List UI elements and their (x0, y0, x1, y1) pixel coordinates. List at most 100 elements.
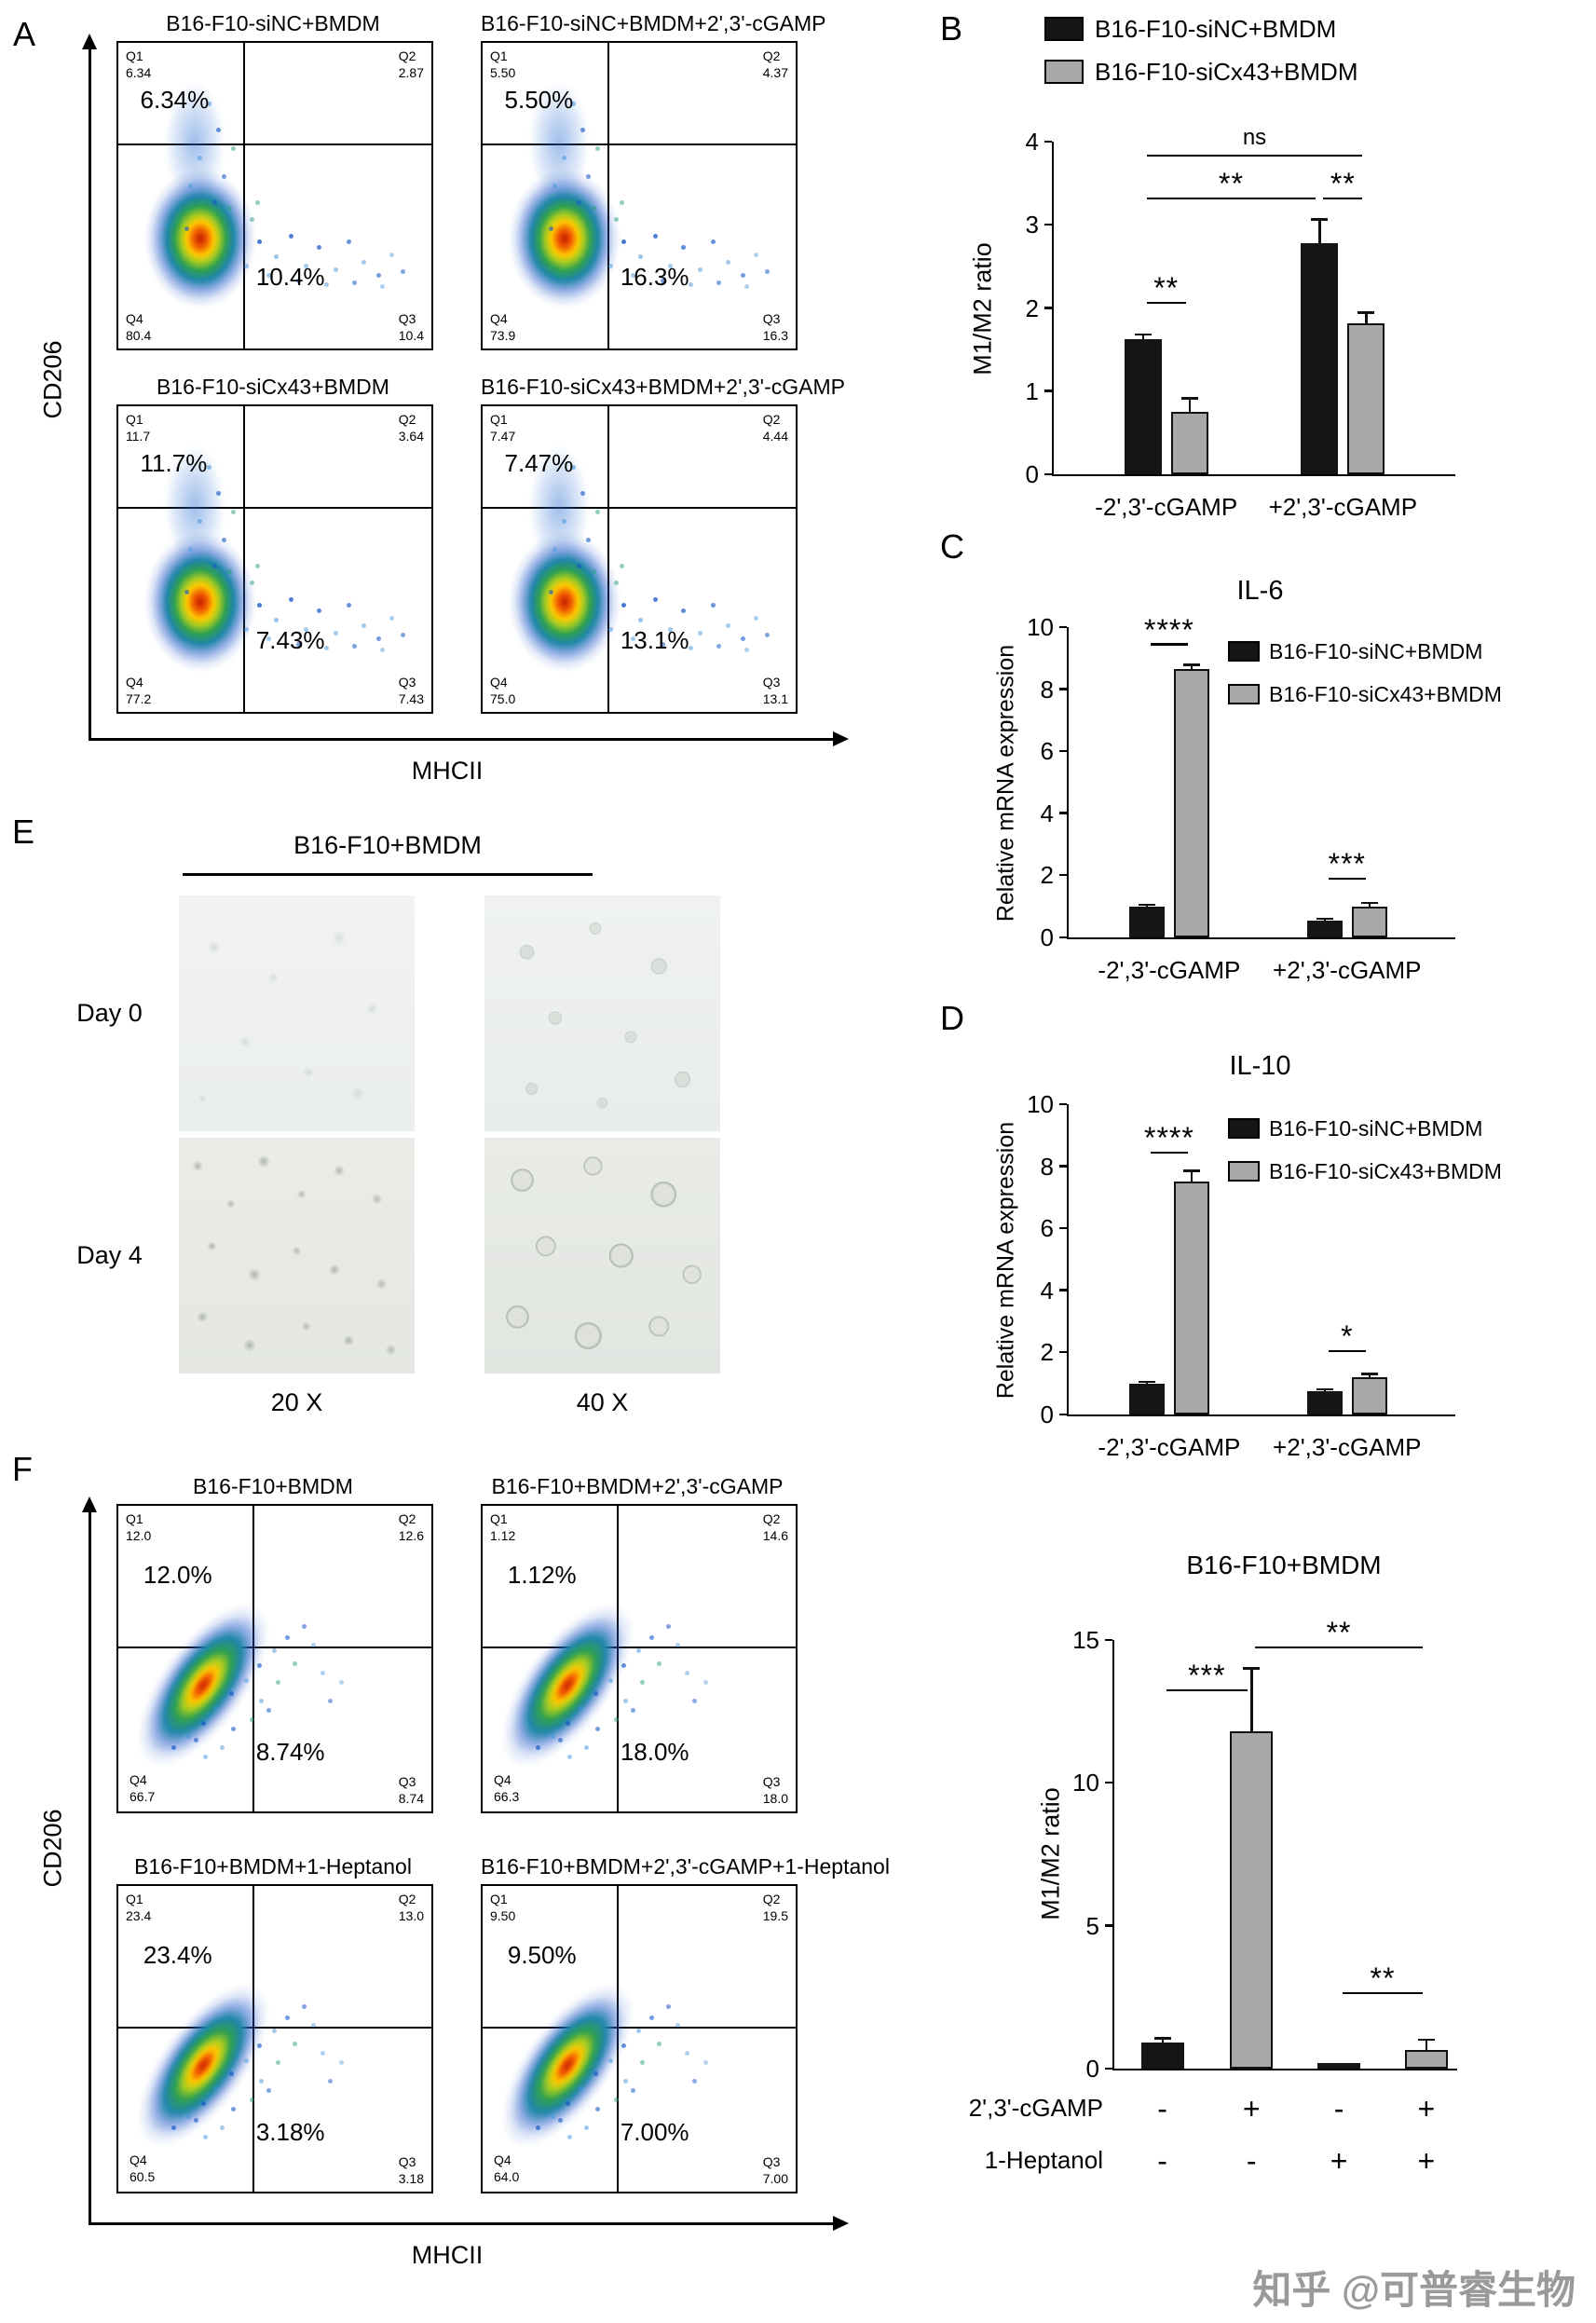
q1-value: 6.34 (126, 65, 152, 81)
q3-percentage-callout: 3.18% (255, 2118, 325, 2147)
q4-value: 77.2 (126, 690, 152, 706)
scatter-density-tail (529, 445, 589, 567)
q3-label: Q3 (762, 2153, 781, 2169)
panel-c-chart-title: IL-6 (1236, 576, 1284, 606)
panel-c-label: C (940, 527, 964, 566)
q1-percentage-callout: 9.50% (507, 1941, 577, 1970)
scatter-dots (483, 1506, 485, 1509)
q3-value: 13.1 (762, 690, 788, 706)
quadrant-divider-horizontal (483, 2026, 796, 2029)
row-label-day4: Day 4 (76, 1241, 143, 1269)
flow-plot-title: B16-F10+BMDM (193, 1474, 353, 1498)
error-bar-cap (1357, 311, 1375, 314)
quadrant-q3-stat: Q3 13.1 (763, 674, 788, 707)
q3-label: Q3 (398, 1773, 416, 1789)
significance-line (1150, 1151, 1188, 1155)
q2-value: 2.87 (398, 65, 424, 81)
y-tick (1105, 1781, 1112, 1784)
y-tick (1044, 223, 1052, 226)
y-tick-label: 4 (1040, 799, 1054, 827)
panel-d-label: D (940, 999, 964, 1037)
x-row-sign: + (1242, 2092, 1261, 2125)
x-row-sign: + (1417, 2144, 1436, 2178)
q3-percentage-callout: 16.3% (620, 263, 689, 292)
y-tick (1044, 140, 1052, 143)
x-category-label: -2',3'-cGAMP (1098, 1433, 1241, 1461)
flow-plot-canvas: Q1 6.34 Q2 2.87 Q4 80.4 Q3 10.4 6.34% 10.4% (116, 41, 433, 350)
legend-label: B16-F10-siCx43+BMDM (1269, 1158, 1502, 1183)
bar (1301, 242, 1339, 474)
flow-plot-title: B16-F10-siNC+BMDM (166, 11, 380, 35)
error-bar-cap (1316, 1387, 1333, 1391)
q4-label: Q4 (130, 1771, 147, 1787)
bar (1170, 412, 1208, 474)
q4-label: Q4 (126, 674, 143, 690)
flow-plot-f-heptanol: B16-F10+BMDM+1-Heptanol Q1 23.4 Q2 13.0 Q4… (116, 1849, 433, 2193)
magnification-label-20x: 20 X (270, 1388, 323, 1416)
quadrant-divider-horizontal (483, 507, 796, 510)
error-bar-cap (1417, 2038, 1435, 2042)
quadrant-q2-stat: Q2 4.37 (763, 48, 788, 81)
flow-plot-title: B16-F10-siCx43+BMDM (157, 375, 389, 399)
error-bar (1368, 903, 1371, 907)
quadrant-q4-stat: Q4 80.4 (126, 310, 151, 344)
y-tick-label: 2 (1040, 1338, 1054, 1367)
y-tick (1105, 1924, 1112, 1927)
bar (1404, 2050, 1448, 2069)
q1-value: 1.12 (490, 1528, 516, 1544)
q1-label: Q1 (126, 1892, 143, 1906)
error-bar-cap (1138, 1380, 1155, 1384)
q1-label: Q1 (126, 48, 143, 63)
micrograph-day4-20x (179, 1138, 415, 1373)
q1-percentage-callout: 5.50% (504, 85, 574, 114)
error-bar-cap (1360, 901, 1378, 905)
quadrant-q1-stat: Q1 9.50 (490, 1891, 515, 1924)
quadrant-q3-stat: Q3 10.4 (399, 310, 424, 344)
q3-value: 18.0 (762, 1790, 788, 1806)
quadrant-divider-horizontal (118, 2026, 431, 2029)
flow-plot-a-sinc: B16-F10-siNC+BMDM Q1 6.34 Q2 2.87 Q4 80.4 Q… (116, 6, 433, 350)
panel-f-label: F (12, 1450, 33, 1488)
y-tick-label: 1 (1025, 376, 1039, 405)
significance-line (1146, 301, 1186, 305)
flow-plot-canvas: Q1 7.47 Q2 4.44 Q4 75.0 Q3 13.1 7.47% 13.1% (481, 404, 798, 714)
bar (1173, 1182, 1209, 1414)
y-tick-label: 2 (1025, 294, 1039, 322)
q3-value: 3.18 (398, 2170, 424, 2186)
q1-percentage-callout: 6.34% (140, 85, 210, 114)
q1-label: Q1 (490, 1892, 508, 1906)
y-tick (1105, 1638, 1112, 1641)
q4-label: Q4 (490, 310, 508, 326)
y-tick (1059, 1226, 1067, 1230)
q2-value: 4.37 (762, 65, 788, 81)
q2-label: Q2 (398, 48, 416, 63)
significance-label: ** (1370, 1961, 1396, 1996)
flow-plot-title: B16-F10+BMDM+2',3'-cGAMP (491, 1474, 784, 1498)
q2-value: 14.6 (762, 1528, 788, 1544)
panel-a-y-axis-arrow (82, 34, 97, 740)
quadrant-q4-stat: Q4 60.5 (126, 2149, 159, 2187)
x-category-label: -2',3'-cGAMP (1095, 493, 1238, 521)
panel-c-bar-chart: 0 2 4 6 8 10 **** *** -2',3'-cGAMP +2',3'-cGAMP (1027, 613, 1455, 984)
scatter-density-blob (144, 532, 256, 672)
quadrant-q2-stat: Q2 3.64 (399, 411, 424, 444)
flow-plot-canvas: Q1 11.7 Q2 3.64 Q4 77.2 Q3 7.43 11.7% 7.43% (116, 404, 433, 714)
flow-plot-title: B16-F10-siCx43+BMDM+2',3'-cGAMP (481, 375, 845, 399)
q4-value: 66.3 (494, 1788, 520, 1804)
q3-value: 16.3 (762, 327, 788, 343)
quadrant-q2-stat: Q2 4.44 (763, 411, 788, 444)
y-tick-label: 8 (1040, 675, 1054, 704)
significance-label: *** (1188, 1659, 1226, 1693)
quadrant-q1-stat: Q1 12.0 (126, 1510, 151, 1544)
significance-line (1255, 1646, 1423, 1649)
error-bar (1323, 1389, 1327, 1392)
quadrant-q3-stat: Q3 16.3 (763, 310, 788, 344)
bar (1306, 920, 1343, 937)
flow-plot-canvas: Q1 5.50 Q2 4.37 Q4 73.9 Q3 16.3 5.50% 16.3% (481, 41, 798, 350)
scatter-dots (483, 43, 485, 46)
panel-b-label: B (940, 9, 963, 48)
quadrant-q4-stat: Q4 73.9 (490, 310, 515, 344)
x-row-sign: + (1417, 2092, 1436, 2125)
bar (1351, 1377, 1387, 1414)
micrograph-day0-20x (179, 895, 415, 1131)
